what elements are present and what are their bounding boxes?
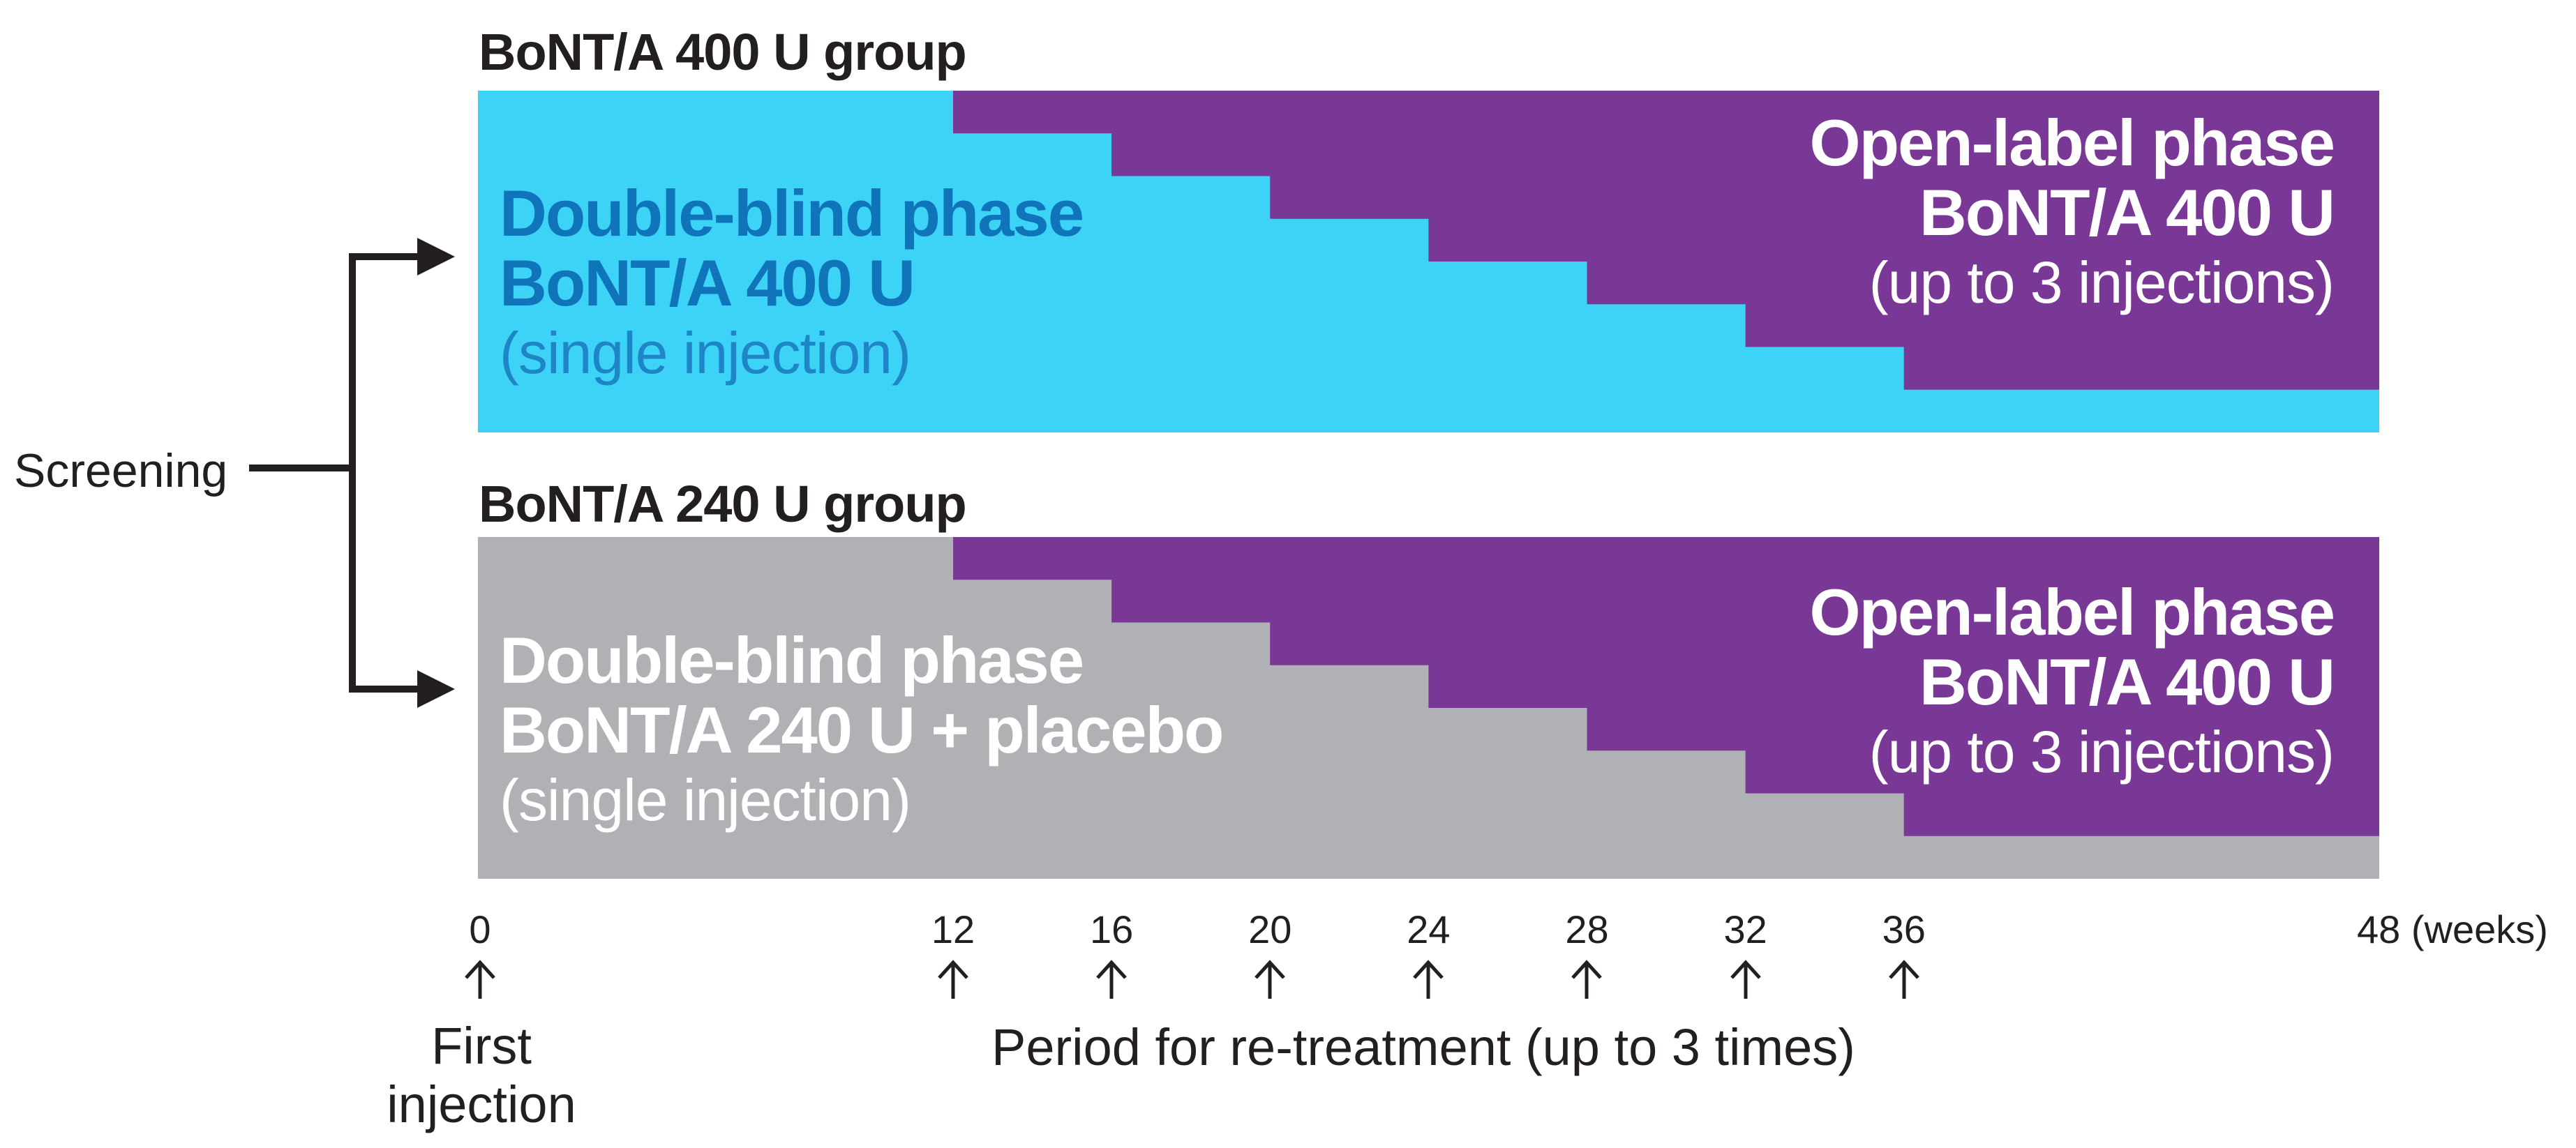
week-tick-label-0: 0 xyxy=(469,907,491,951)
group-title-400u: BoNT/A 400 U group xyxy=(479,23,967,81)
open-label-label-240u: Open-label phase BoNT/A 400 U (up to 3 i… xyxy=(1809,575,2335,787)
week-tick-label-24: 24 xyxy=(1407,907,1451,951)
double-blind-line3: (single injection) xyxy=(500,767,911,833)
bar-bont400 xyxy=(478,91,2379,432)
week-tick-label-28: 28 xyxy=(1565,907,1609,951)
open-label-line2: BoNT/A 400 U xyxy=(1919,645,2335,718)
arrow-head-bottom-icon xyxy=(417,670,455,708)
bar-bont240 xyxy=(478,537,2379,879)
up-arrow-icon xyxy=(1255,960,1286,999)
up-arrow-icon xyxy=(1413,960,1444,999)
group-title-240u: BoNT/A 240 U group xyxy=(479,475,967,533)
open-label-line1: Open-label phase xyxy=(1809,575,2335,649)
week-tick-label-36: 36 xyxy=(1882,907,1926,951)
double-blind-label-400u: Double-blind phase BoNT/A 400 U (single … xyxy=(500,176,1084,388)
open-label-staircase-region xyxy=(953,537,2379,836)
up-arrow-icon xyxy=(1571,960,1603,999)
week-tick-label-12: 12 xyxy=(931,907,975,951)
week-tick-label-16: 16 xyxy=(1089,907,1134,951)
double-blind-line3: (single injection) xyxy=(500,320,911,386)
open-label-line3: (up to 3 injections) xyxy=(1869,719,2335,785)
open-label-staircase-region xyxy=(953,91,2379,390)
week-tick-label-20: 20 xyxy=(1248,907,1292,951)
open-label-line1: Open-label phase xyxy=(1809,106,2335,179)
up-arrow-icon xyxy=(1096,960,1127,999)
double-blind-line1: Double-blind phase xyxy=(500,176,1084,250)
retreatment-period-label: Period for re-treatment (up to 3 times) xyxy=(991,1018,1855,1076)
up-arrow-icon xyxy=(938,960,968,999)
up-arrow-icon xyxy=(465,960,495,999)
week-tick-label-32: 32 xyxy=(1723,907,1767,951)
open-label-line3: (up to 3 injections) xyxy=(1869,250,2335,315)
double-blind-line2: BoNT/A 240 U + placebo xyxy=(500,693,1224,766)
first-injection-label: First injection xyxy=(387,1017,576,1133)
up-arrow-icon xyxy=(1730,960,1761,999)
timeline-end-label: 48 (weeks) xyxy=(2357,907,2548,951)
screening-label: Screening xyxy=(14,444,228,497)
screening-bracket-arrows-icon xyxy=(249,238,455,708)
open-label-line2: BoNT/A 400 U xyxy=(1919,176,2335,249)
double-blind-label-240u: Double-blind phase BoNT/A 240 U + placeb… xyxy=(500,624,1224,835)
up-arrow-icon xyxy=(1888,960,1919,999)
arrow-head-top-icon xyxy=(417,238,455,275)
open-label-label-400u: Open-label phase BoNT/A 400 U (up to 3 i… xyxy=(1809,106,2335,317)
double-blind-line1: Double-blind phase xyxy=(500,624,1084,697)
double-blind-line2: BoNT/A 400 U xyxy=(500,246,915,319)
